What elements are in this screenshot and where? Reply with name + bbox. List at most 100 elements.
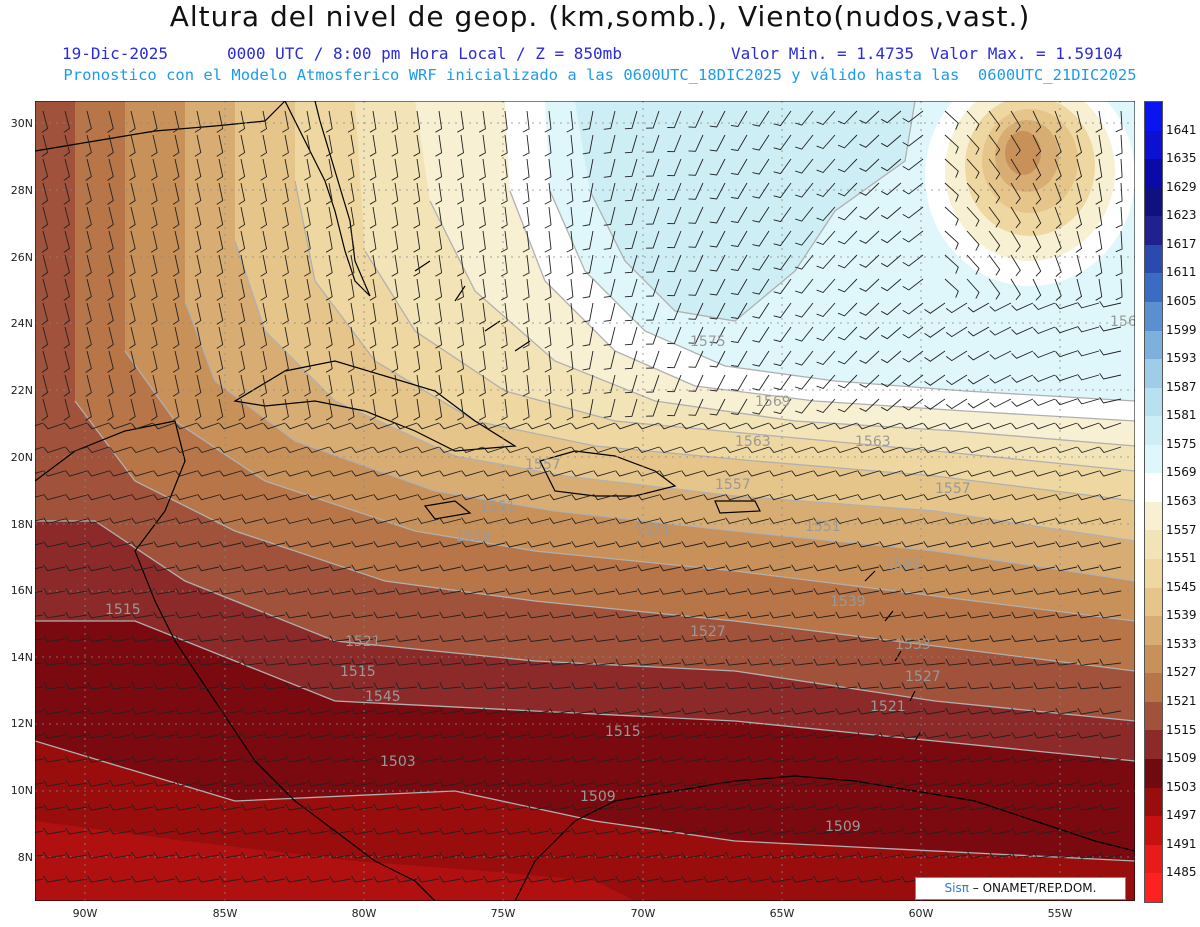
wind-barb <box>566 302 574 325</box>
wind-barb <box>967 422 990 430</box>
wind-barb <box>1077 803 1100 811</box>
wind-barb <box>1077 517 1100 524</box>
wind-barb <box>902 278 924 291</box>
wind-barb <box>681 635 704 642</box>
wind-barb <box>373 658 396 666</box>
wind-barb <box>725 731 748 739</box>
wind-barb <box>129 302 136 325</box>
wind-barb <box>505 588 528 595</box>
wind-barb <box>703 517 726 524</box>
wind-barb <box>667 206 682 225</box>
wind-barb <box>329 827 352 835</box>
forecast-date: 19-Dic-2025 <box>62 44 168 63</box>
wind-barb <box>238 254 246 277</box>
wind-barb <box>989 803 1012 811</box>
wind-barb <box>549 540 572 548</box>
wind-barb <box>902 182 924 195</box>
wind-barb <box>197 564 220 572</box>
wind-barb <box>582 374 594 395</box>
wind-barb <box>1099 635 1122 642</box>
wind-barb <box>879 875 902 883</box>
wind-barb <box>522 254 530 277</box>
wind-barb <box>813 851 836 859</box>
wind-barb <box>1099 372 1122 380</box>
wind-barb <box>773 302 792 319</box>
wind-barb <box>603 326 616 346</box>
wind-barb <box>566 398 574 421</box>
wind-barb <box>549 875 572 883</box>
wind-barb <box>857 635 880 642</box>
wind-barb <box>351 564 374 572</box>
wind-barb <box>880 254 902 268</box>
wind-barb <box>794 182 814 198</box>
wind-barb <box>967 517 990 524</box>
wind-barb <box>1077 611 1100 619</box>
wind-barb <box>857 731 880 739</box>
wind-barb <box>505 517 528 524</box>
wind-barb <box>791 635 814 642</box>
wind-barb <box>219 875 242 883</box>
contour-label: 1563 <box>855 434 891 450</box>
colorbar-label: 1485 <box>1166 865 1197 880</box>
wind-barb <box>153 803 176 811</box>
contour-label: 1503 <box>380 754 416 770</box>
wind-barb <box>703 682 726 690</box>
wind-barb <box>901 658 924 666</box>
wind-barb <box>175 446 198 454</box>
wind-barb <box>435 374 443 397</box>
wind-barb <box>593 755 616 763</box>
wind-barb <box>730 206 748 223</box>
wind-barb <box>794 326 814 342</box>
wind-barb <box>41 326 49 349</box>
wind-barb <box>945 422 968 430</box>
wind-barb <box>63 134 71 157</box>
wind-barb <box>238 398 246 421</box>
wind-barb <box>837 326 858 341</box>
wind-barb <box>131 707 154 715</box>
wind-barb <box>461 635 484 642</box>
wind-barb <box>945 658 968 666</box>
wind-barb <box>1077 731 1100 739</box>
wind-barb <box>263 755 286 763</box>
wind-barb <box>85 374 92 397</box>
wind-barb <box>603 206 616 226</box>
wind-barb <box>1033 731 1056 739</box>
wind-barb <box>435 350 443 373</box>
wind-barb <box>646 350 660 369</box>
wind-barb <box>879 707 902 715</box>
wind-barb <box>637 658 660 666</box>
wind-barb <box>901 422 924 430</box>
wind-barb <box>307 635 330 642</box>
wind-barb <box>837 182 858 197</box>
wind-barb <box>483 540 506 548</box>
wind-barb <box>857 611 880 619</box>
wind-barb <box>175 517 198 524</box>
wind-barb <box>43 851 66 859</box>
wind-barb <box>637 493 660 501</box>
wind-barb <box>351 517 374 524</box>
wind-barb <box>857 446 880 454</box>
wind-barb <box>549 803 572 811</box>
wind-barb <box>197 493 220 501</box>
wind-barb <box>87 493 110 501</box>
wind-barb <box>216 110 224 133</box>
wind-barb <box>505 658 528 666</box>
wind-barb <box>153 635 176 642</box>
wind-barb <box>483 658 506 666</box>
wind-barb <box>129 254 136 277</box>
contour-label: 1557 <box>935 481 971 497</box>
wind-barb <box>747 803 770 811</box>
wind-barb <box>624 350 638 370</box>
wind-barb <box>703 707 726 715</box>
wind-barb <box>816 350 836 366</box>
wind-barb <box>835 658 858 666</box>
wind-barb <box>901 611 924 619</box>
wind-barb <box>35 758 44 761</box>
wind-barb <box>1011 422 1034 430</box>
wind-barb <box>637 635 660 642</box>
wind-barb <box>413 110 421 133</box>
wind-barb <box>391 278 399 301</box>
wind-barb <box>624 278 638 298</box>
wind-barb <box>35 710 44 713</box>
wind-barb <box>505 755 528 763</box>
